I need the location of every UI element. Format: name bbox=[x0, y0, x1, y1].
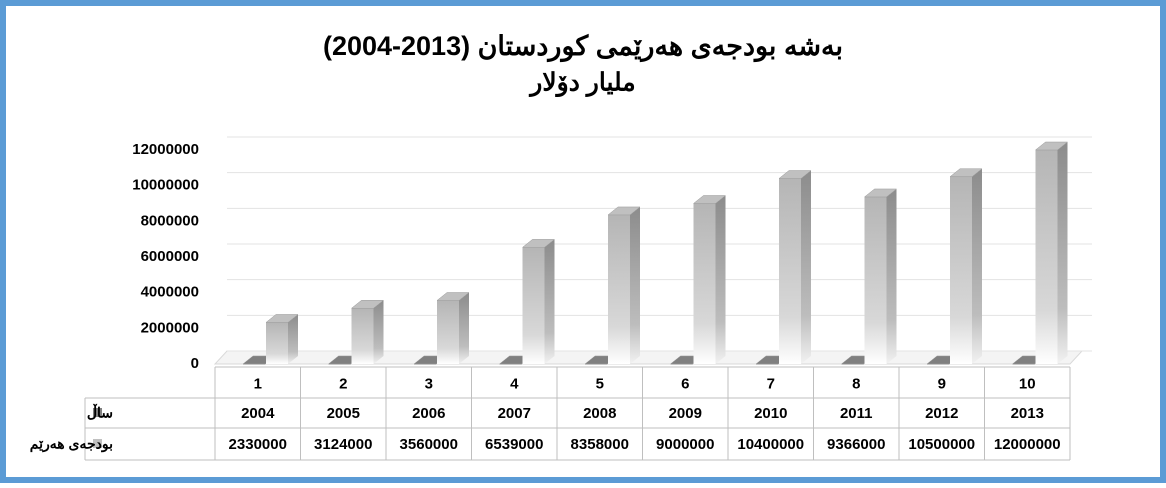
legend-key bbox=[93, 408, 102, 417]
bar-top bbox=[350, 300, 385, 309]
bar-top bbox=[607, 206, 641, 216]
bar bbox=[522, 247, 545, 364]
x-tick-label: 5 bbox=[596, 375, 604, 392]
y-tick-label: 12000000 bbox=[132, 141, 199, 158]
y-tick-label: 0 bbox=[191, 355, 199, 372]
bar-side bbox=[886, 188, 897, 364]
bar-top bbox=[692, 195, 727, 204]
chart-title: بەشە بودجەی هەرێمی کوردستان (2013-2004) bbox=[323, 31, 843, 63]
table-value: 3124000 bbox=[314, 436, 372, 453]
y-tick-label: 6000000 bbox=[141, 248, 199, 265]
bar bbox=[779, 178, 801, 364]
table-value: 9000000 bbox=[656, 436, 714, 453]
bar-side bbox=[801, 170, 811, 364]
bar bbox=[693, 203, 716, 364]
bar-top bbox=[863, 188, 898, 198]
table-value: 6539000 bbox=[485, 436, 543, 453]
bar bbox=[608, 214, 630, 364]
x-tick-label: 7 bbox=[767, 375, 775, 392]
bar-side bbox=[288, 314, 298, 364]
table-value: 2004 bbox=[241, 405, 275, 422]
bar-side bbox=[373, 300, 384, 364]
bar-side bbox=[715, 195, 726, 364]
table-value: 2006 bbox=[412, 405, 445, 422]
legend-label: بودجەی هەرێم bbox=[30, 436, 113, 453]
x-tick-label: 6 bbox=[681, 375, 689, 392]
table-value: 2005 bbox=[327, 405, 360, 422]
bar bbox=[266, 322, 288, 364]
bar-side bbox=[972, 168, 982, 364]
bar-top bbox=[778, 170, 812, 179]
table-value: 2013 bbox=[1011, 405, 1044, 422]
table-value: 12000000 bbox=[994, 436, 1061, 453]
table-value: 3560000 bbox=[400, 436, 458, 453]
bar-side bbox=[544, 239, 555, 364]
bar-top bbox=[436, 292, 470, 301]
y-tick-label: 4000000 bbox=[141, 284, 199, 301]
y-tick-label: 8000000 bbox=[141, 212, 199, 229]
x-tick-label: 4 bbox=[510, 375, 519, 392]
table-value: 8358000 bbox=[571, 436, 629, 453]
table-value: 2011 bbox=[840, 405, 873, 422]
chart-subtitle: ملیار دۆلار bbox=[528, 69, 635, 98]
table-value: 2009 bbox=[669, 405, 702, 422]
table-value: 2010 bbox=[754, 405, 787, 422]
bar-top bbox=[949, 168, 983, 177]
bar bbox=[1035, 150, 1058, 364]
bar-top bbox=[265, 314, 299, 323]
legend-key bbox=[93, 439, 102, 448]
table-value: 2012 bbox=[925, 405, 958, 422]
x-tick-label: 1 bbox=[254, 375, 262, 392]
table-value: 2007 bbox=[498, 405, 531, 422]
table-value: 10500000 bbox=[908, 436, 975, 453]
x-tick-label: 9 bbox=[938, 375, 946, 392]
x-tick-label: 8 bbox=[852, 375, 860, 392]
x-tick-label: 3 bbox=[425, 375, 433, 392]
bar-side bbox=[459, 292, 469, 364]
bar bbox=[437, 300, 459, 364]
y-tick-label: 10000000 bbox=[132, 177, 199, 194]
bars bbox=[242, 141, 1069, 365]
y-tick-label: 2000000 bbox=[141, 319, 199, 336]
bar bbox=[950, 176, 972, 364]
bar-side bbox=[630, 206, 640, 364]
bar-side bbox=[1057, 142, 1068, 364]
bar-top bbox=[521, 239, 556, 248]
x-tick-label: 2 bbox=[339, 375, 347, 392]
data-table: 1 2004 2330000 2 2005 3124000 3 2006 3560000 4 200… bbox=[30, 366, 1071, 461]
table-value: 10400000 bbox=[737, 436, 804, 453]
bar-top bbox=[1034, 141, 1069, 151]
table-value: 2330000 bbox=[229, 436, 287, 453]
legend-label: ساڵ bbox=[87, 403, 113, 421]
x-tick-label: 10 bbox=[1019, 375, 1036, 392]
table-value: 2008 bbox=[583, 405, 616, 422]
table-value: 9366000 bbox=[827, 436, 885, 453]
bar bbox=[864, 196, 887, 364]
bar bbox=[351, 308, 374, 364]
